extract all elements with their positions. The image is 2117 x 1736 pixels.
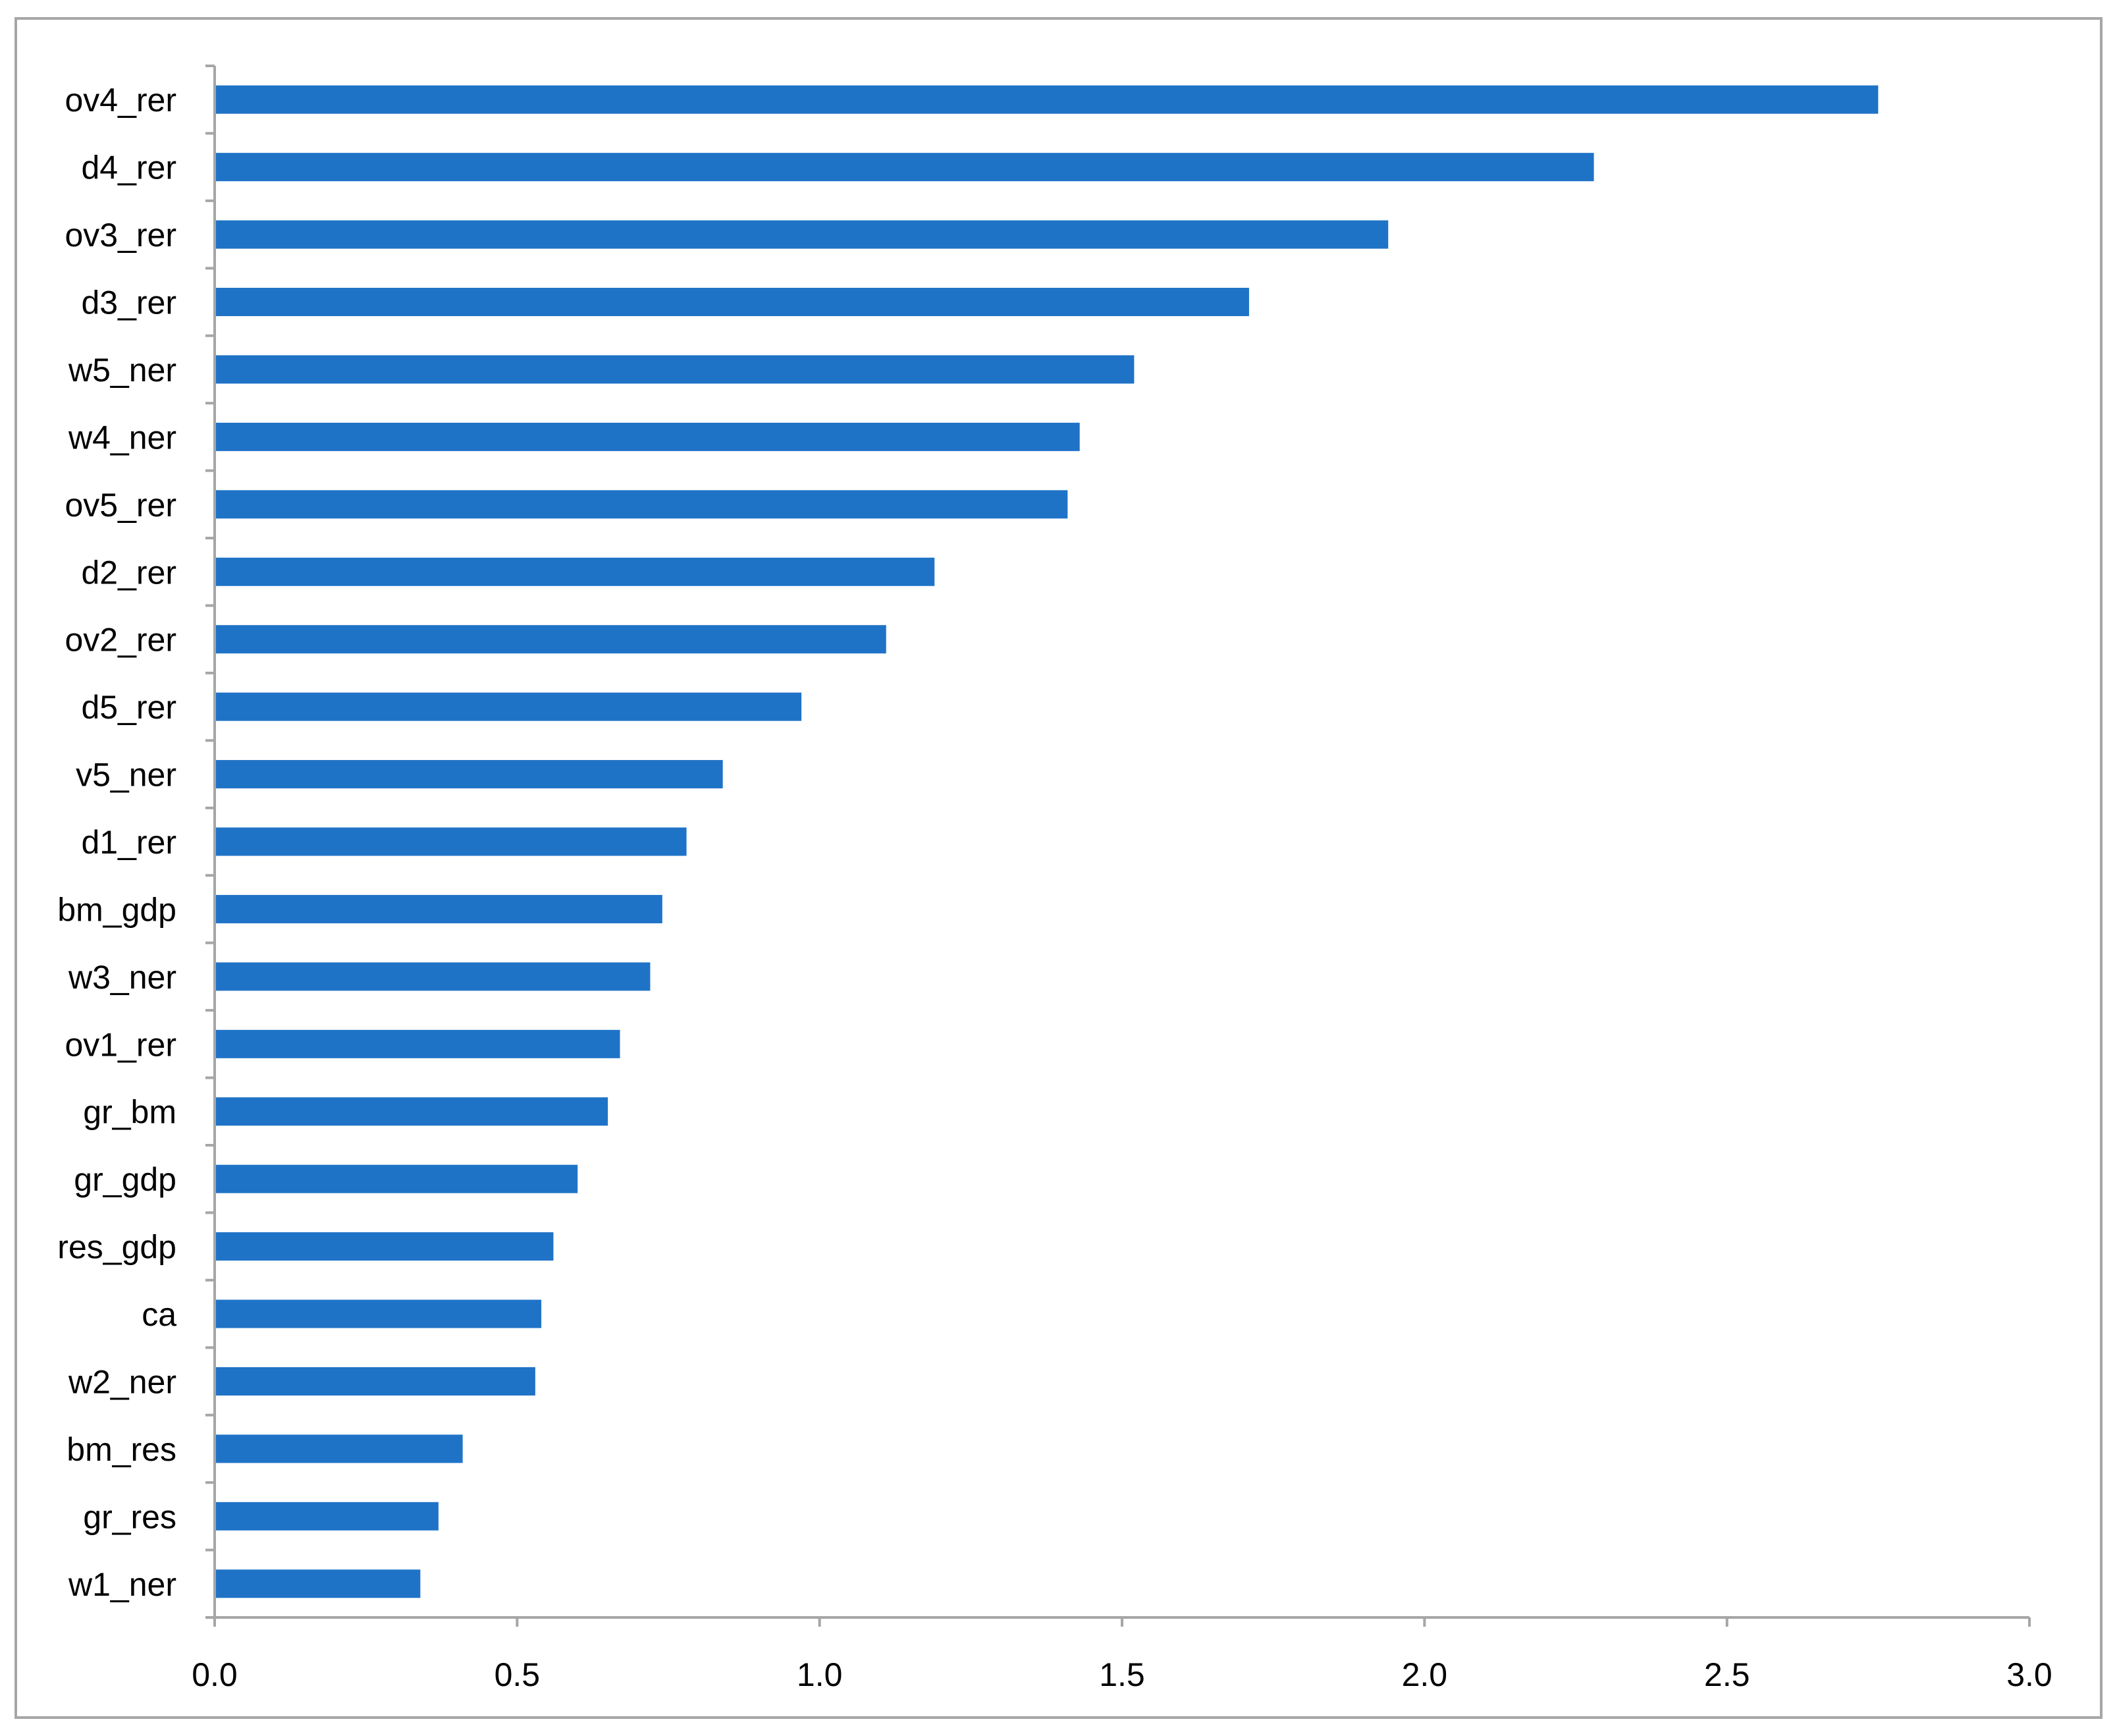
category-label-bm_gdp: bm_gdp	[57, 891, 176, 928]
bar-ov4_rer	[216, 85, 1879, 114]
bar-v5_ner	[216, 760, 723, 789]
x-tick-label-1.0: 1.0	[797, 1656, 843, 1693]
bar-res_gdp	[216, 1232, 554, 1261]
bar-ov2_rer	[216, 625, 886, 654]
bar-w2_ner	[216, 1367, 535, 1396]
category-label-d4_rer: d4_rer	[81, 149, 176, 186]
category-label-gr_res: gr_res	[83, 1498, 176, 1535]
bar-w1_ner	[216, 1569, 421, 1598]
category-label-bm_res: bm_res	[67, 1431, 176, 1468]
category-label-d5_rer: d5_rer	[81, 689, 176, 726]
bar-ov3_rer	[216, 220, 1389, 249]
bar-gr_bm	[216, 1097, 608, 1126]
category-label-d3_rer: d3_rer	[81, 285, 176, 321]
bar-ov5_rer	[216, 490, 1068, 519]
category-label-w3_ner: w3_ner	[68, 959, 176, 996]
category-label-d2_rer: d2_rer	[81, 554, 176, 591]
category-label-ov3_rer: ov3_rer	[65, 217, 176, 254]
category-label-w4_ner: w4_ner	[68, 419, 176, 456]
category-label-ov1_rer: ov1_rer	[65, 1026, 176, 1063]
category-label-gr_gdp: gr_gdp	[74, 1161, 176, 1198]
category-label-w2_ner: w2_ner	[68, 1363, 176, 1400]
category-label-ov2_rer: ov2_rer	[65, 622, 176, 659]
category-label-w5_ner: w5_ner	[68, 352, 176, 389]
bar-gr_res	[216, 1502, 439, 1531]
category-label-ov4_rer: ov4_rer	[65, 82, 176, 119]
bars-group	[216, 85, 1879, 1598]
bar-d3_rer	[216, 288, 1249, 317]
x-tick-label-2.0: 2.0	[1402, 1656, 1448, 1693]
category-label-d1_rer: d1_rer	[81, 824, 176, 861]
bar-d1_rer	[216, 827, 687, 856]
category-label-ca: ca	[142, 1296, 176, 1333]
category-label-res_gdp: res_gdp	[57, 1229, 176, 1266]
labels-group: ov4_rer d4_rer ov3_rer d3_rer w5_ner w4_nerov…	[57, 82, 2052, 1693]
bar-bm_res	[216, 1434, 463, 1463]
category-label-gr_bm: gr_bm	[83, 1094, 176, 1131]
x-tick-label-3.0: 3.0	[2006, 1656, 2052, 1693]
x-tick-label-0.0: 0.0	[192, 1656, 238, 1693]
bar-d2_rer	[216, 557, 935, 586]
category-label-v5_ner: v5_ner	[76, 757, 176, 794]
bar-d5_rer	[216, 692, 802, 721]
bar-w4_ner	[216, 422, 1080, 451]
bar-w5_ner	[216, 355, 1135, 384]
bar-d4_rer	[216, 153, 1594, 182]
bar-ca	[216, 1299, 542, 1328]
x-tick-label-0.5: 0.5	[495, 1656, 541, 1693]
x-tick-label-1.5: 1.5	[1099, 1656, 1145, 1693]
axes-group	[205, 65, 2031, 1627]
category-label-ov5_rer: ov5_rer	[65, 487, 176, 524]
bar-ov1_rer	[216, 1029, 620, 1058]
category-label-w1_ner: w1_ner	[68, 1566, 176, 1603]
bar-w3_ner	[216, 962, 651, 991]
x-tick-label-2.5: 2.5	[1704, 1656, 1750, 1693]
bar-bm_gdp	[216, 894, 662, 923]
bar-gr_gdp	[216, 1164, 578, 1193]
